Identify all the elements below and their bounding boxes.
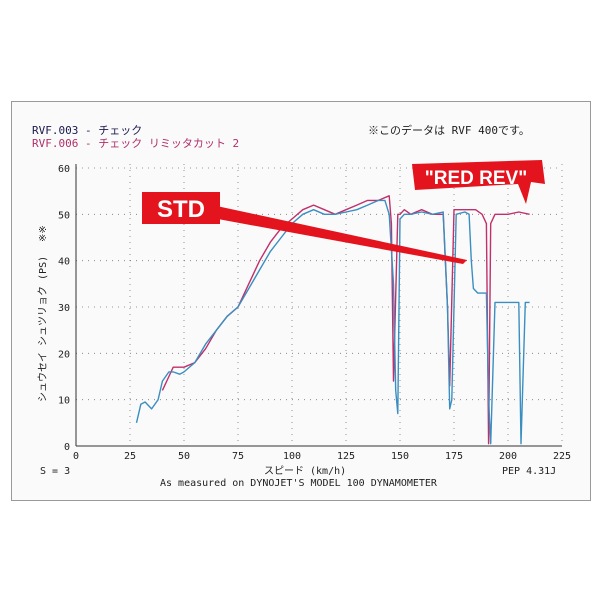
footer-right: PEP 4.31J: [502, 466, 556, 477]
series-line-std: [135, 199, 530, 445]
x-tick-label: 125: [337, 451, 355, 462]
std-callout-pointer: [207, 205, 467, 264]
x-tick-label: 25: [124, 451, 136, 462]
chart-svg: 0 25 50 75 100 125 150 175 200 225 0 10 20 30 40 50 60 R…: [32, 123, 571, 489]
std-callout-label: STD: [157, 196, 205, 223]
y-tick-label: 50: [58, 210, 70, 221]
x-tick-label: 50: [178, 451, 190, 462]
footer-left: S = 3: [40, 466, 70, 477]
redrev-callout-label: "RED REV": [425, 168, 527, 189]
legend-entry-std: RVF.003 - チェック: [32, 124, 142, 137]
axes: [75, 164, 562, 447]
grid: [76, 164, 563, 446]
y-axis-marks: ※※: [38, 225, 49, 242]
footer-caption: As measured on DYNOJET'S MODEL 100 DYNAM…: [160, 478, 438, 489]
y-axis-label: シュウセイ シュツリョク (PS): [37, 256, 49, 402]
legend-entry-red: RVF.006 - チェック リミッタカット 2: [32, 137, 239, 150]
std-callout-box: [142, 192, 220, 224]
x-tick-label: 0: [73, 451, 79, 462]
y-tick-label: 60: [58, 164, 70, 175]
series-line-red-rev: [161, 195, 530, 445]
series-lines: [135, 195, 530, 445]
x-tick-label: 175: [445, 451, 463, 462]
x-tick-label: 200: [499, 451, 517, 462]
data-note: ※このデータは RVF 400です。: [368, 123, 530, 137]
redrev-callout-box: [412, 160, 545, 204]
chart-panel: 0 25 50 75 100 125 150 175 200 225 0 10 20 30 40 50 60 R…: [11, 101, 591, 501]
x-tick-label: 75: [232, 451, 244, 462]
x-tick-label: 150: [391, 451, 409, 462]
y-tick-label: 20: [58, 349, 70, 360]
y-tick-label: 0: [64, 442, 70, 453]
y-tick-label: 30: [58, 303, 70, 314]
y-tick-label: 40: [58, 257, 70, 268]
x-axis-label: スピード (km/h): [264, 465, 346, 477]
x-tick-label: 225: [553, 451, 571, 462]
tick-labels: 0 25 50 75 100 125 150 175 200 225 0 10 20 30 40 50 60: [58, 164, 571, 462]
y-tick-label: 10: [58, 396, 70, 407]
x-tick-label: 100: [283, 451, 301, 462]
